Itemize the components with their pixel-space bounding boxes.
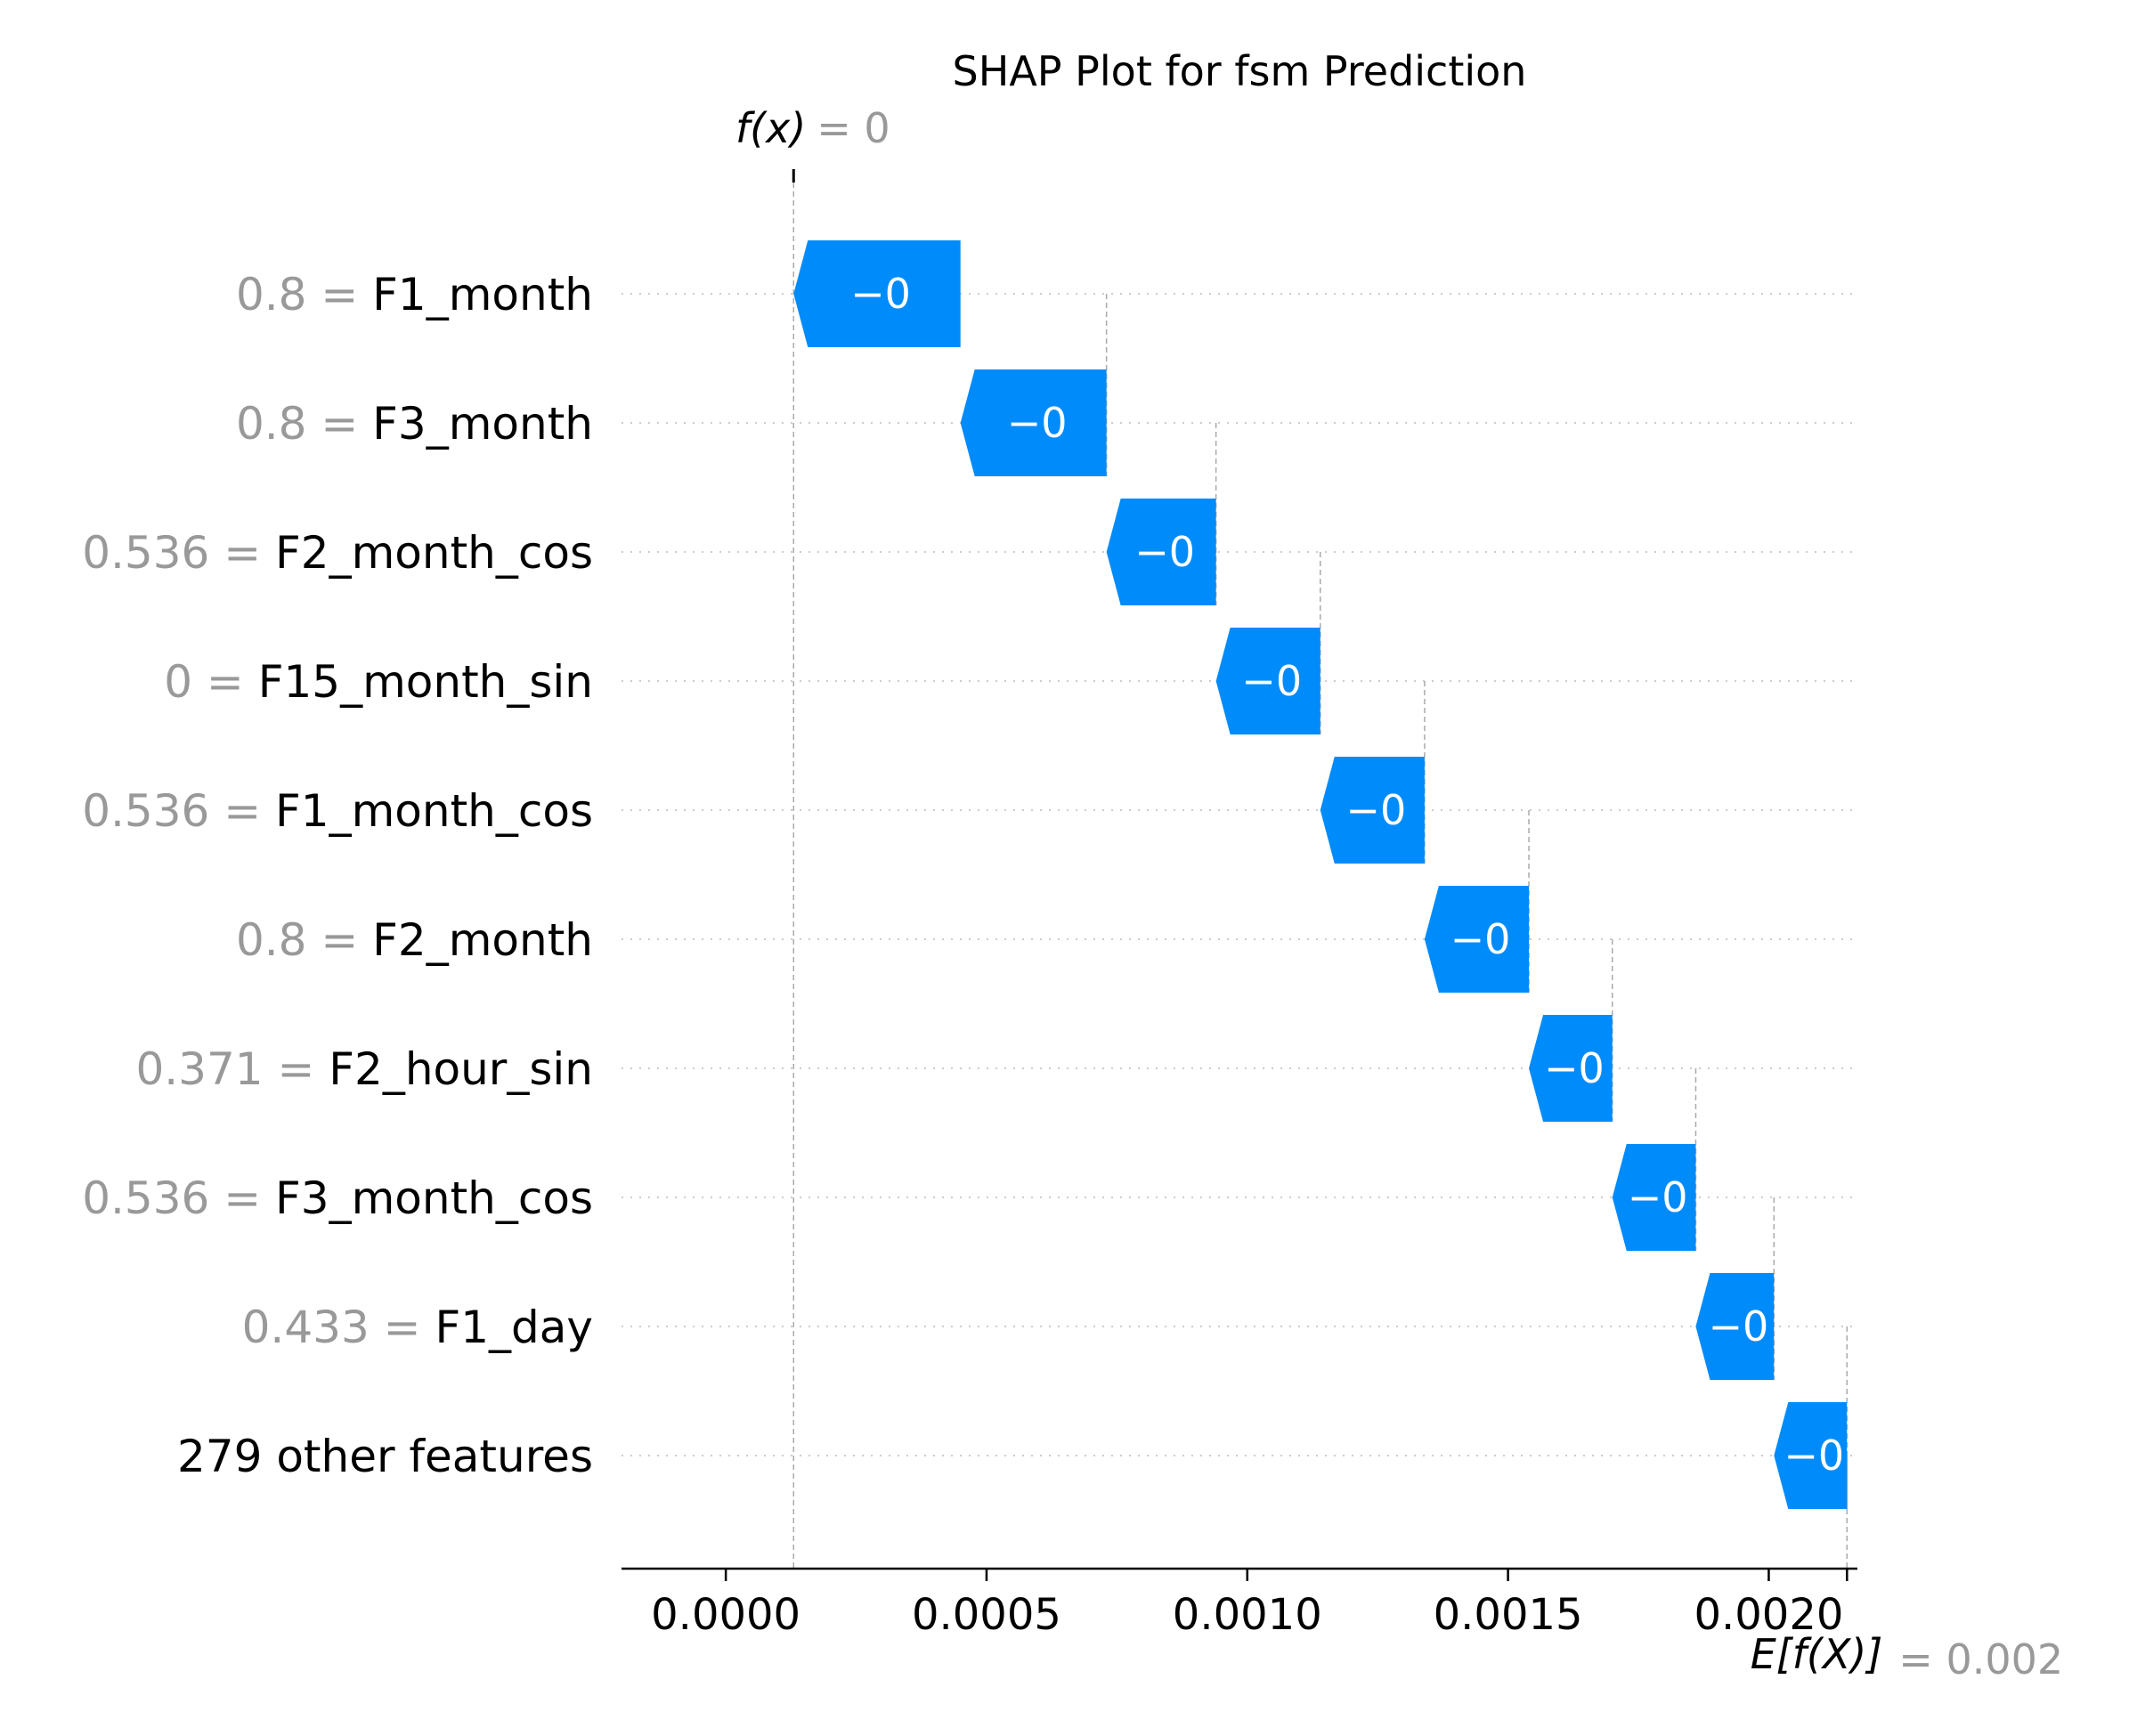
feature-name: F2_month_cos bbox=[275, 527, 593, 579]
bar-value-label: −0 bbox=[1544, 1044, 1605, 1092]
shap-bar bbox=[1774, 1402, 1848, 1509]
bar-value-label: −0 bbox=[1134, 528, 1195, 576]
feature-value: 0.433 = bbox=[242, 1302, 435, 1353]
bar-value-label: −0 bbox=[1345, 786, 1406, 834]
feature-name: F2_month bbox=[372, 914, 593, 966]
x-tick-label: 0.0020 bbox=[1694, 1590, 1843, 1640]
feature-name: F3_month_cos bbox=[275, 1172, 593, 1224]
feature-name: F2_hour_sin bbox=[329, 1043, 593, 1095]
feature-name: F1_day bbox=[435, 1302, 593, 1353]
feature-value: 0.536 = bbox=[82, 785, 275, 837]
x-tick-label: 0.0015 bbox=[1434, 1590, 1583, 1640]
x-tick-label: 0.0010 bbox=[1173, 1590, 1322, 1640]
fx-label: f(x) bbox=[735, 104, 806, 152]
feature-name: F15_month_sin bbox=[258, 656, 593, 708]
grid-layer bbox=[622, 293, 1854, 1456]
feature-name: F3_month bbox=[372, 398, 593, 450]
bar-layer: −0 −0 −0 −0 −0 −0 −0 −0 −0 −0 bbox=[793, 240, 1848, 1509]
shap-bar bbox=[1612, 1144, 1696, 1251]
shap-bar bbox=[793, 240, 961, 347]
shap-bar bbox=[1529, 1015, 1613, 1122]
shap-bar bbox=[960, 369, 1107, 476]
bar-value-label: −0 bbox=[1007, 399, 1068, 447]
fx-value: = 0 bbox=[817, 104, 890, 152]
bar-value-label: −0 bbox=[1450, 915, 1511, 963]
feature-name: F1_month_cos bbox=[275, 785, 593, 837]
x-tick-label: 0.0005 bbox=[912, 1590, 1061, 1640]
feature-value: 0 = bbox=[164, 656, 258, 708]
feature-label: 279 other features bbox=[177, 1431, 593, 1482]
feature-label: 0.536 = F1_month_cos bbox=[82, 785, 593, 837]
expected-value-annotation: E[f(X)] = 0.002 bbox=[1751, 1630, 2063, 1683]
bar-value-label: −0 bbox=[1784, 1432, 1844, 1480]
chart-title: SHAP Plot for fsm Prediction bbox=[953, 47, 1527, 95]
feature-value: 0.536 = bbox=[82, 527, 275, 579]
feature-label: 0.536 = F2_month_cos bbox=[82, 527, 593, 579]
feature-label: 0.8 = F3_month bbox=[236, 398, 593, 450]
feature-value: 0.8 = bbox=[236, 269, 372, 320]
feature-value: 0.8 = bbox=[236, 914, 372, 966]
shap-bar bbox=[1106, 499, 1216, 605]
feature-label: 0 = F15_month_sin bbox=[164, 656, 593, 708]
shap-bar bbox=[1424, 886, 1530, 993]
bar-value-label: −0 bbox=[1708, 1302, 1768, 1351]
feature-label: 0.371 = F2_hour_sin bbox=[135, 1043, 593, 1095]
x-tick-label: 0.0000 bbox=[651, 1590, 800, 1640]
feature-label: 0.536 = F3_month_cos bbox=[82, 1172, 593, 1224]
feature-label: 0.433 = F1_day bbox=[242, 1302, 593, 1353]
feature-label: 0.8 = F1_month bbox=[236, 269, 593, 320]
expected-value-label: E[f(X)] bbox=[1751, 1630, 1883, 1678]
bar-value-label: −0 bbox=[850, 270, 911, 318]
feature-name: F1_month bbox=[372, 269, 593, 320]
feature-value: 0.536 = bbox=[82, 1172, 275, 1224]
feature-label: 0.8 = F2_month bbox=[236, 914, 593, 966]
shap-bar bbox=[1320, 757, 1425, 864]
feature-name: 279 other features bbox=[177, 1431, 593, 1482]
fx-annotation: f(x) = 0 bbox=[735, 104, 890, 152]
shap-bar bbox=[1215, 628, 1320, 734]
x-axis: 0.0000 0.0005 0.0010 0.0015 0.0020 bbox=[622, 1567, 1857, 1640]
guide-layer bbox=[792, 169, 1849, 1569]
bar-value-label: −0 bbox=[1628, 1173, 1688, 1221]
expected-value-value: = 0.002 bbox=[1898, 1635, 2063, 1683]
shap-bar bbox=[1695, 1273, 1775, 1380]
feature-value: 0.371 = bbox=[135, 1043, 329, 1095]
bar-value-label: −0 bbox=[1241, 657, 1302, 705]
feature-value: 0.8 = bbox=[236, 398, 372, 450]
